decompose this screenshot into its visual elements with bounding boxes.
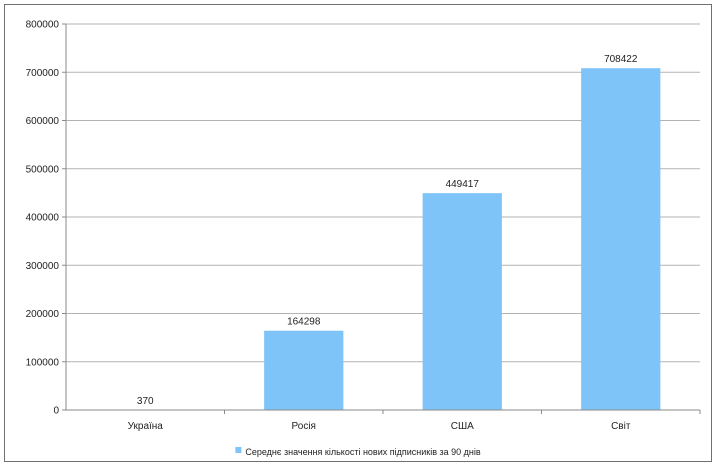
data-label: 708422 [604, 54, 638, 65]
axes [62, 23, 701, 414]
y-tick-label: 100000 [26, 357, 60, 368]
data-label: 370 [137, 396, 154, 407]
y-tick-label: 300000 [26, 261, 60, 272]
y-tick-label: 200000 [26, 309, 60, 320]
y-tick-label: 0 [53, 406, 59, 417]
bar [264, 330, 344, 410]
y-tick-label: 400000 [26, 213, 60, 224]
y-tick-label: 700000 [26, 68, 60, 79]
x-tick-label: Росія [292, 421, 316, 432]
legend: Середнє значення кількості нових підписн… [235, 447, 481, 457]
bar [422, 193, 502, 410]
legend-swatch [235, 447, 242, 453]
x-tick-label: США [451, 421, 474, 432]
x-tick-label: Україна [128, 421, 164, 432]
y-tick-label: 500000 [26, 164, 60, 175]
y-tick-label: 800000 [26, 20, 60, 31]
labels: 0 100000 200000 300000 400000 500000 600000 700… [26, 20, 638, 433]
y-tick-label: 600000 [26, 116, 60, 127]
legend-label: Середнє значення кількості нових підписн… [245, 447, 480, 457]
bars [105, 68, 661, 410]
data-label: 449417 [446, 179, 480, 190]
data-label: 164298 [287, 317, 321, 328]
x-tick-label: Світ [611, 421, 631, 432]
bar [581, 68, 661, 410]
